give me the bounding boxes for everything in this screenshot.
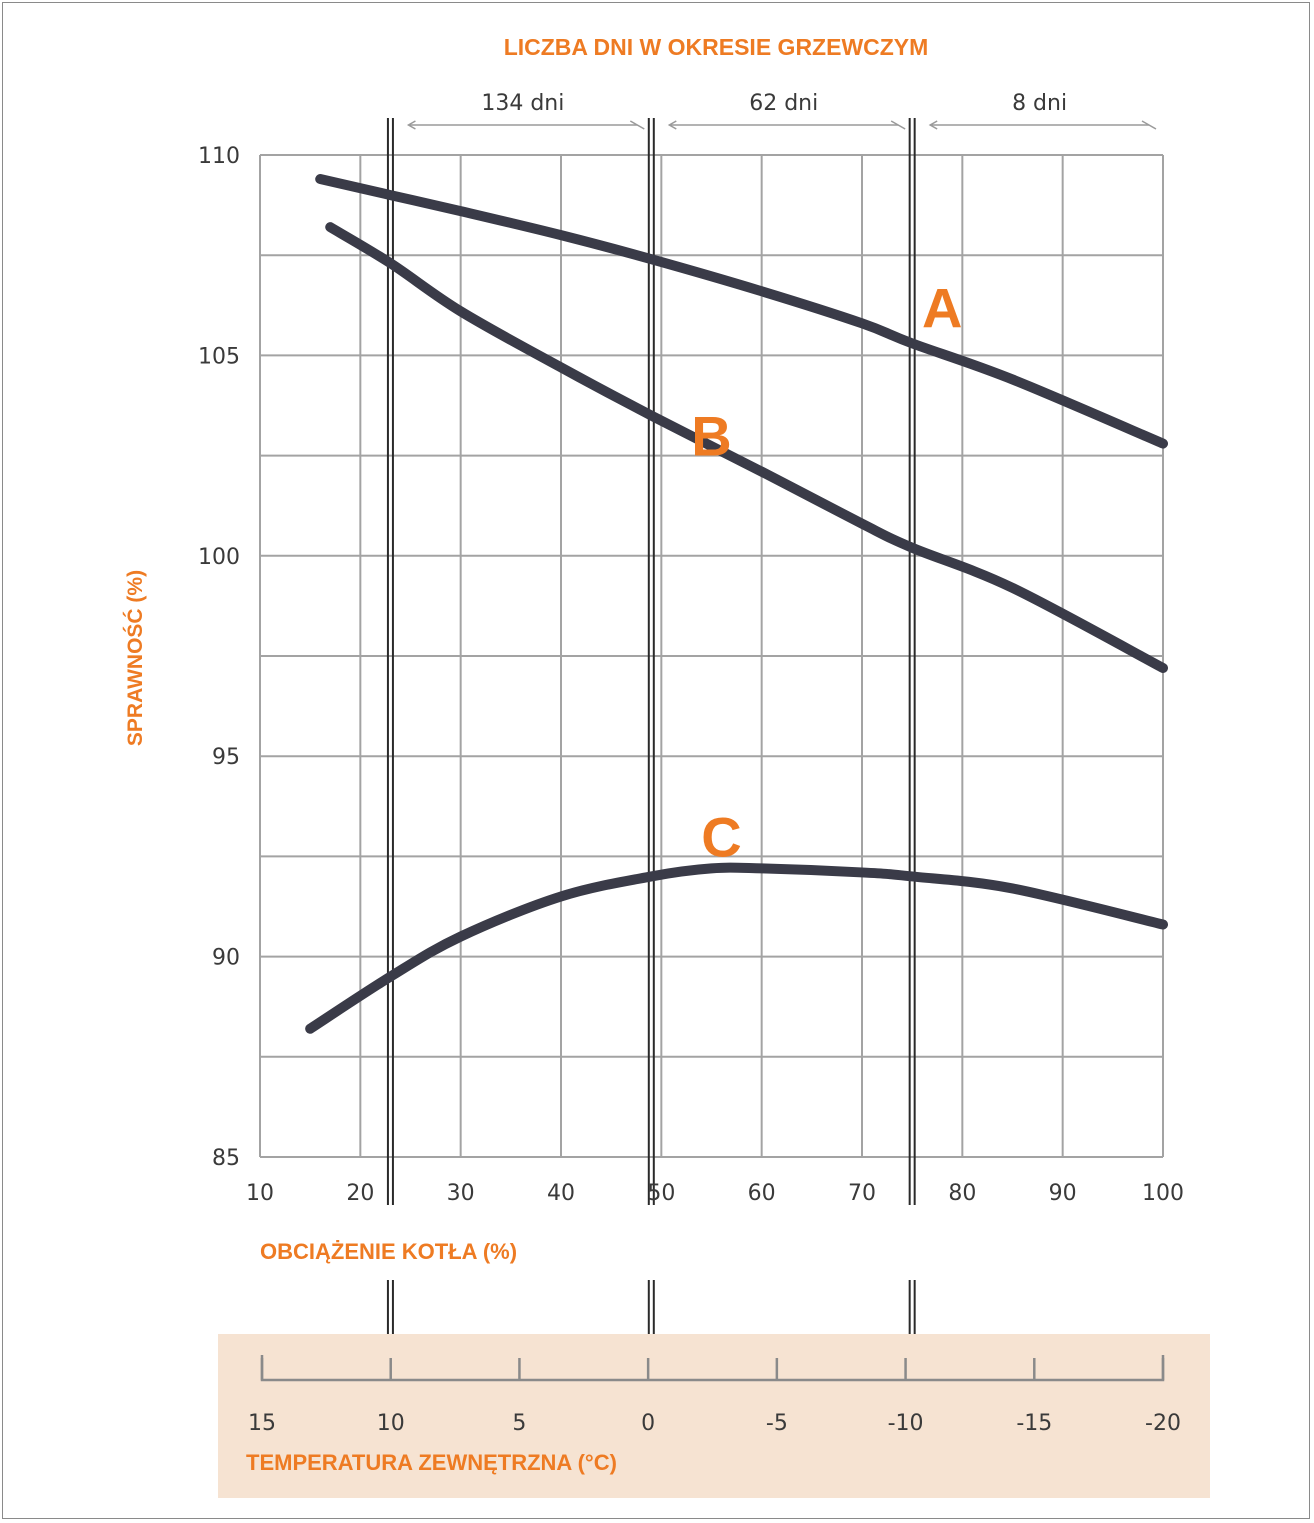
period-annotations: 134 dni 62 dni 8 dni [406,91,1157,130]
chart-title: LICZBA DNI W OKRESIE GRZEWCZYM [504,34,929,60]
curve-labels: A B C [691,276,962,868]
temperature-tick-label: -10 [888,1411,924,1436]
period-arrowhead [890,120,906,130]
curve-b [325,222,1168,674]
temperature-tick-label: -15 [1016,1411,1052,1436]
temperature-tick-label: 15 [248,1411,276,1436]
y-tick-label: 100 [198,545,240,570]
period-arrowhead [1141,120,1157,130]
x-tick-label: 10 [246,1181,274,1206]
temperature-axis-label: TEMPERATURA ZEWNĘTRZNA (°C) [246,1450,617,1475]
y-tick-label: 90 [212,946,240,971]
temperature-tick-label: 10 [377,1411,405,1436]
period-arrowhead [667,120,677,130]
x-tick-label: 50 [647,1181,675,1206]
x-tick-label: 70 [848,1181,876,1206]
x-axis-label: OBCIĄŻENIE KOTŁA (%) [260,1239,517,1264]
x-tick-label: 100 [1142,1181,1184,1206]
x-tick-label: 60 [748,1181,776,1206]
curves [305,174,1168,1034]
temperature-band [218,1334,1210,1498]
temperature-tick-label: -20 [1145,1411,1181,1436]
x-tick-label: 80 [948,1181,976,1206]
curve-label-b: B [691,405,731,468]
temperature-axis: 15 10 5 0 -5 -10 -15 -20 [248,1355,1181,1436]
temperature-tick-label: 5 [512,1411,526,1436]
period-label: 134 dni [481,91,564,116]
period-arrowhead [629,120,645,130]
y-tick-label: 95 [212,745,240,770]
divider-lines [386,118,916,1360]
curve-label-c: C [701,805,741,868]
period-arrowhead [406,120,416,130]
x-tick-label: 20 [346,1181,374,1206]
period-label: 62 dni [749,91,818,116]
y-tick-label: 105 [198,344,240,369]
x-tick-label: 30 [447,1181,475,1206]
temperature-tick-label: 0 [641,1411,655,1436]
y-tick-labels: 85 90 95 100 105 110 [198,144,240,1171]
y-tick-label: 85 [212,1146,240,1171]
curve-label-a: A [922,276,962,339]
temperature-tick-label: -5 [766,1411,788,1436]
curve-a [315,174,1168,449]
grid-lines [259,154,1164,1158]
y-axis-label: SPRAWNOŚĆ (%) [123,570,147,746]
period-arrowhead [928,120,938,130]
curve-c [305,862,1168,1034]
x-tick-label: 90 [1049,1181,1077,1206]
x-tick-labels: 10 20 30 40 50 60 70 80 90 100 [246,1181,1184,1206]
y-tick-label: 110 [198,144,240,169]
period-label: 8 dni [1012,91,1067,116]
x-tick-label: 40 [547,1181,575,1206]
